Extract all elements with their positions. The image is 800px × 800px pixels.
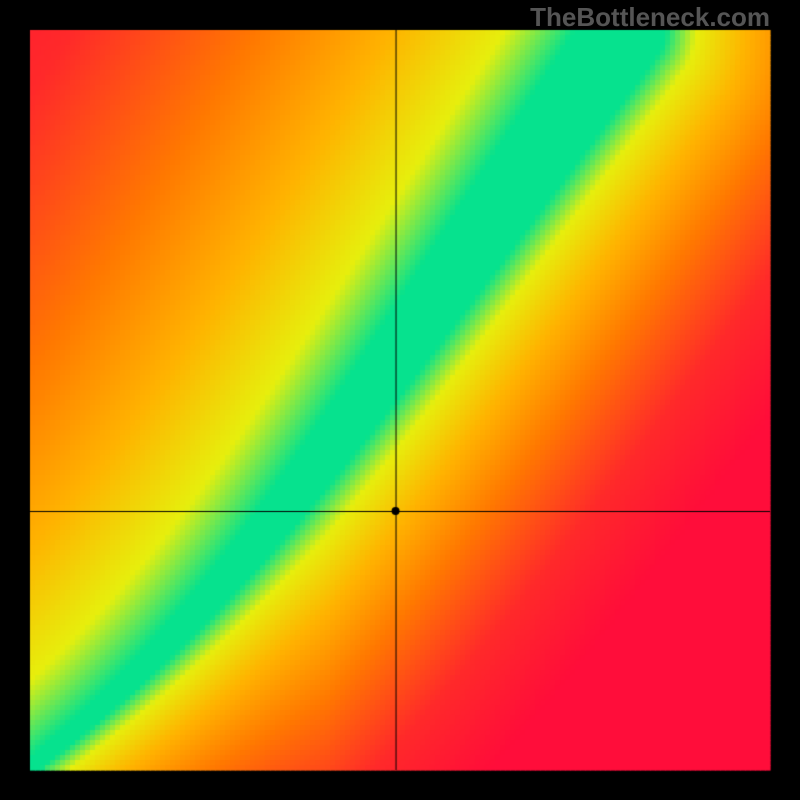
watermark-label: TheBottleneck.com	[530, 2, 770, 33]
chart-container: TheBottleneck.com	[0, 0, 800, 800]
bottleneck-heatmap	[0, 0, 800, 800]
